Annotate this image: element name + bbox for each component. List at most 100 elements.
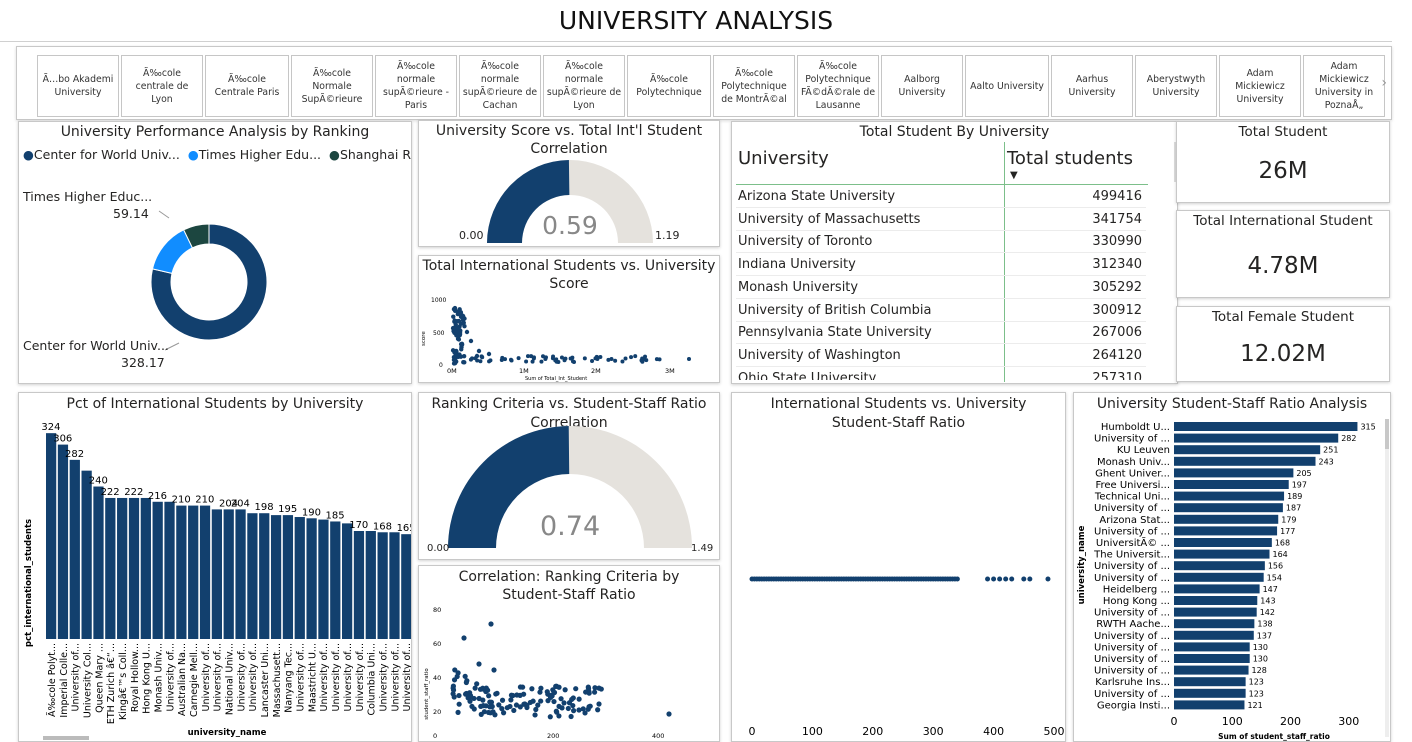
ratio-bar-category: UniversitÃ© ... xyxy=(1096,536,1170,549)
table-cell-university: University of British Columbia xyxy=(738,302,932,318)
table-cell-total: 300912 xyxy=(1092,302,1142,318)
slicer-tile[interactable]: Aberystwyth University xyxy=(1135,55,1217,117)
slicer-tile[interactable]: Ã…bo Akademi University xyxy=(37,55,119,117)
legend-item-times[interactable]: Times Higher Edu... xyxy=(198,147,322,162)
ratio-bar-category: University of ... xyxy=(1094,434,1170,445)
scatter1-point xyxy=(643,354,648,359)
slicer-tile[interactable]: Ã‰cole normale supÃ©rieure de Cachan xyxy=(459,55,541,117)
ratio-bar-xtick: 300 xyxy=(1338,715,1359,728)
scatter1-point xyxy=(613,358,618,363)
ratio-bar-scrollbar xyxy=(1385,419,1389,449)
ratio-scatter-chart: 0 100 200 300 400 500 xyxy=(749,576,1065,738)
table-row[interactable]: Pennsylvania State University 267006 xyxy=(736,322,1146,345)
table-cell-university: University of Massachusetts xyxy=(738,211,921,227)
table-row[interactable]: University of Washington 264120 xyxy=(736,345,1146,367)
scatter2-point xyxy=(480,685,486,691)
ratio-bar-category: Humboldt U... xyxy=(1101,422,1170,433)
scatter1-point xyxy=(525,354,530,359)
scatter1-point xyxy=(541,354,546,359)
scatter2-point xyxy=(471,706,477,712)
scatter2-point xyxy=(476,695,482,702)
slicer-tile[interactable]: Aalborg University xyxy=(881,55,963,117)
table-row[interactable]: Indiana University 312340 xyxy=(736,254,1146,277)
table-row[interactable]: University of British Columbia 300912 xyxy=(736,300,1146,322)
scatter1-point xyxy=(456,311,462,317)
pct-ylabel: pct_international_students xyxy=(24,519,34,647)
ratio-bar xyxy=(1174,642,1250,652)
ratio-bar-category: KU Leuven xyxy=(1117,445,1170,456)
ratio-bar xyxy=(1174,468,1294,478)
slicer-tile[interactable]: Aarhus University xyxy=(1051,55,1133,117)
slicer-tile[interactable]: Ã‰cole Polytechnique FÃ©dÃ©rale de Lausa… xyxy=(797,55,879,117)
pct-category-label: University of... xyxy=(378,643,389,711)
table-row[interactable]: University of Massachusetts 341754 xyxy=(736,209,1146,231)
ratio-bar xyxy=(1174,514,1279,524)
scatter1-point xyxy=(633,354,638,359)
slicer-tile[interactable]: Ã‰cole centrale de Lyon xyxy=(121,55,203,117)
scatter1-point xyxy=(532,355,537,360)
kpi-total-female: Total Female Student 12.02M xyxy=(1176,306,1390,382)
slicer-tile[interactable]: Adam Mickiewicz University xyxy=(1219,55,1301,117)
slicer-tile[interactable]: Ã‰cole Polytechnique xyxy=(627,55,711,117)
pct-bar-label: 222 xyxy=(101,487,120,498)
ratio-bar-value: 168 xyxy=(1275,539,1290,548)
slicer-tile[interactable]: Adam Mickiewicz University in PoznaÅ„ xyxy=(1303,55,1385,117)
pct-bar-label: 165 xyxy=(397,523,412,534)
scatter2-point xyxy=(499,697,506,703)
ratio-bar-value: 187 xyxy=(1286,504,1301,513)
pct-bar xyxy=(342,523,353,639)
pct-category-label: Queen Mary ... xyxy=(94,643,105,713)
slicer-tile[interactable]: Aalto University xyxy=(965,55,1049,117)
ratio-bar-category: University of ... xyxy=(1094,573,1170,584)
ratio-bar-card: University Student-Staff Ratio Analysis … xyxy=(1073,392,1391,742)
slicer-tile[interactable]: Ã‰cole Centrale Paris xyxy=(205,55,289,117)
scatter2-point xyxy=(561,700,567,706)
pct-category-label: Ã‰cole Polyt... xyxy=(47,643,58,717)
chevron-right-icon[interactable]: › xyxy=(1381,75,1387,91)
ratio-bar-category: Heidelberg ... xyxy=(1103,584,1170,595)
scatter2-point xyxy=(666,711,672,717)
table-row[interactable]: University of Toronto 330990 xyxy=(736,231,1146,254)
legend-item-center[interactable]: Center for World Univ... xyxy=(33,147,180,162)
table-row[interactable]: Ohio State University 257310 xyxy=(736,368,1146,380)
pct-bar-label: 204 xyxy=(219,498,238,509)
pct-intl-bar-card: Pct of International Students by Univers… xyxy=(18,392,412,742)
ratio-bar xyxy=(1174,538,1272,547)
pct-category-label: University of... xyxy=(343,643,354,711)
ratio-bar-category: Ghent Univer... xyxy=(1095,468,1170,479)
ratio-bar xyxy=(1174,549,1270,559)
gauge1-value: 0.59 xyxy=(542,211,598,240)
slicer-tile[interactable]: Ã‰cole Normale SupÃ©rieure xyxy=(291,55,373,117)
pct-category-label: Maastricht U... xyxy=(307,643,318,712)
table-row[interactable]: Arizona State University 499416 xyxy=(736,186,1146,208)
scatter1-point xyxy=(459,344,464,350)
table-col-total[interactable]: Total students xyxy=(1007,148,1133,169)
scatter2-point xyxy=(487,699,493,705)
sort-desc-icon[interactable]: ▼ xyxy=(1010,170,1018,181)
scatter2-point xyxy=(533,706,539,713)
gauge-fill xyxy=(448,426,570,548)
ratio-bar xyxy=(1174,456,1316,466)
scatter1-xtick: 1M xyxy=(519,367,529,375)
table-row[interactable]: Monash University 305292 xyxy=(736,277,1146,299)
pct-category-label: University of... xyxy=(248,643,259,711)
pct-bar xyxy=(93,486,104,639)
scatter2-point xyxy=(476,661,482,667)
slicer-tile[interactable]: Ã‰cole Polytechnique de MontrÃ©al xyxy=(713,55,795,117)
ratio-bar-category: The Universit... xyxy=(1093,550,1170,561)
pct-bar xyxy=(105,497,116,639)
gauge1-title-line2: Correlation xyxy=(530,141,608,157)
scatter2-point xyxy=(511,707,517,714)
table-cell-university: Ohio State University xyxy=(738,370,877,380)
slicer-tile[interactable]: Ã‰cole normale supÃ©rieure - Paris xyxy=(375,55,457,117)
scatter1-point xyxy=(475,358,480,363)
legend-item-shanghai[interactable]: Shanghai R... xyxy=(339,147,411,162)
table-scrollbar[interactable] xyxy=(1174,142,1177,182)
scatter2-point xyxy=(485,709,492,716)
scatter1-point xyxy=(516,356,521,361)
kpi-value: 4.78M xyxy=(1247,253,1319,279)
table-cell-university: Indiana University xyxy=(738,257,856,273)
pct-category-label: Lancaster Uni... xyxy=(260,643,271,717)
slicer-tile[interactable]: Ã‰cole normale supÃ©rieure de Lyon xyxy=(543,55,625,117)
table-col-university[interactable]: University xyxy=(738,148,829,169)
